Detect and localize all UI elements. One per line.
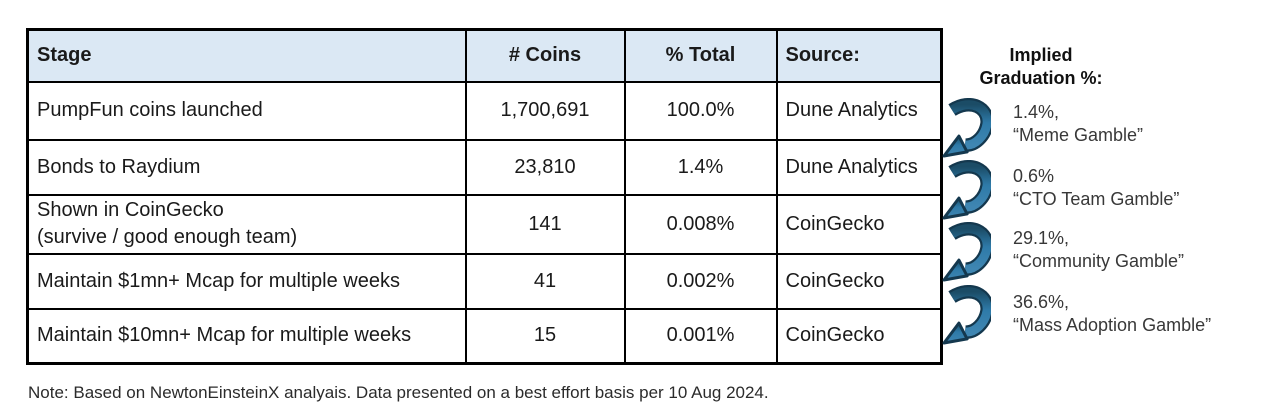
implied-graduation-title-line2: Graduation %: bbox=[979, 68, 1103, 88]
implied-graduation-title: Implied Graduation %: bbox=[955, 44, 1127, 90]
coins-cell: 41 bbox=[464, 252, 626, 310]
graduation-name: “Mass Adoption Gamble” bbox=[1013, 315, 1212, 335]
source-cell: CoinGecko bbox=[775, 193, 943, 255]
stage-cell: Bonds to Raydium bbox=[26, 138, 467, 196]
source-cell: Dune Analytics bbox=[775, 80, 943, 141]
table-row: Maintain $10mn+ Mcap for multiple weeks … bbox=[26, 307, 943, 365]
graduation-name: “Meme Gamble” bbox=[1013, 125, 1144, 145]
table-row: Bonds to Raydium 23,810 1.4% Dune Analyt… bbox=[26, 138, 943, 196]
curved-arrow-icon bbox=[942, 285, 991, 345]
curved-arrow-icon bbox=[942, 222, 991, 282]
graduation-label: 0.6% “CTO Team Gamble” bbox=[1013, 165, 1179, 211]
coins-cell: 141 bbox=[464, 193, 626, 255]
table-row: PumpFun coins launched 1,700,691 100.0% … bbox=[26, 80, 943, 141]
total-cell: 0.002% bbox=[623, 252, 778, 310]
graduation-value: 0.6% bbox=[1013, 166, 1055, 186]
stage-cell: PumpFun coins launched bbox=[26, 80, 467, 141]
graduation-value: 29.1%, bbox=[1013, 228, 1070, 248]
graduation-name: “CTO Team Gamble” bbox=[1013, 189, 1180, 209]
total-cell: 100.0% bbox=[623, 80, 778, 141]
stage-cell: Maintain $1mn+ Mcap for multiple weeks bbox=[26, 252, 467, 310]
curved-arrow-icon bbox=[942, 98, 991, 158]
column-header-stage: Stage bbox=[26, 28, 467, 83]
graduation-label: 36.6%, “Mass Adoption Gamble” bbox=[1013, 291, 1211, 337]
source-cell: CoinGecko bbox=[775, 307, 943, 365]
implied-graduation-title-line1: Implied bbox=[1009, 45, 1073, 65]
source-cell: Dune Analytics bbox=[775, 138, 943, 196]
column-header-source: Source: bbox=[775, 28, 943, 83]
stage-cell: Maintain $10mn+ Mcap for multiple weeks bbox=[26, 307, 467, 365]
column-header-total: % Total bbox=[623, 28, 778, 83]
total-cell: 0.001% bbox=[623, 307, 778, 365]
graduation-value: 1.4%, bbox=[1013, 102, 1060, 122]
coins-cell: 1,700,691 bbox=[464, 80, 626, 141]
graduation-value: 36.6%, bbox=[1013, 292, 1070, 312]
table-row: Maintain $1mn+ Mcap for multiple weeks 4… bbox=[26, 252, 943, 310]
table-row: Shown in CoinGecko (survive / good enoug… bbox=[26, 193, 943, 255]
column-header-coins: # Coins bbox=[464, 28, 626, 83]
graduation-table: Stage # Coins % Total Source: PumpFun co… bbox=[26, 28, 943, 365]
source-cell: CoinGecko bbox=[775, 252, 943, 310]
stage-cell: Shown in CoinGecko (survive / good enoug… bbox=[26, 193, 467, 255]
graduation-label: 1.4%, “Meme Gamble” bbox=[1013, 101, 1143, 147]
curved-arrow-icon bbox=[942, 160, 991, 220]
footnote: Note: Based on NewtonEinsteinX analyais.… bbox=[28, 383, 769, 402]
coins-cell: 23,810 bbox=[464, 138, 626, 196]
graduation-name: “Community Gamble” bbox=[1013, 251, 1185, 271]
total-cell: 1.4% bbox=[623, 138, 778, 196]
graduation-label: 29.1%, “Community Gamble” bbox=[1013, 227, 1184, 273]
table-header-row: Stage # Coins % Total Source: bbox=[26, 28, 943, 83]
coins-cell: 15 bbox=[464, 307, 626, 365]
total-cell: 0.008% bbox=[623, 193, 778, 255]
